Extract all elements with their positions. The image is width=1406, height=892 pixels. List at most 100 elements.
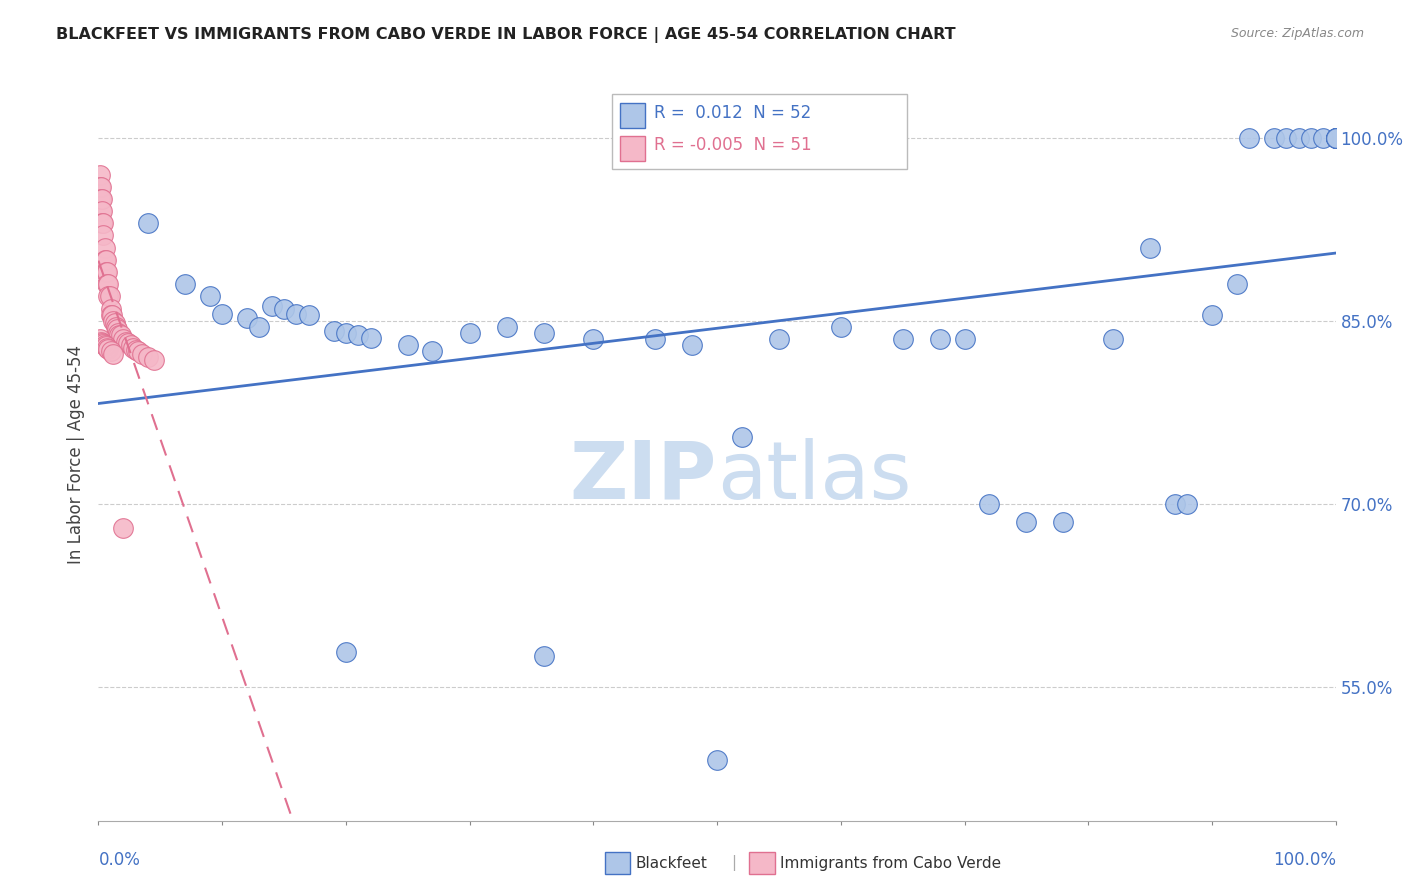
Point (97, 277, 120, 292)
Text: atlas: atlas (717, 438, 911, 516)
Point (1015, 515, 1038, 529)
Point (396, 338, 419, 352)
Point (112, 332, 135, 346)
Text: BLACKFEET VS IMMIGRANTS FROM CABO VERDE IN LABOR FORCE | AGE 45-54 CORRELATION C: BLACKFEET VS IMMIGRANTS FROM CABO VERDE … (56, 27, 956, 43)
Point (458, 326, 481, 340)
Point (681, 338, 703, 352)
Point (90, 204, 112, 219)
Point (94, 339, 117, 353)
Point (90, 179, 112, 194)
Text: 0.0%: 0.0% (98, 851, 141, 869)
Point (1324, 131, 1347, 145)
Point (360, 331, 382, 345)
Point (114, 334, 136, 349)
Point (830, 320, 852, 334)
Point (120, 338, 142, 352)
Text: ZIP: ZIP (569, 438, 717, 516)
Point (93, 228, 115, 243)
Point (1201, 308, 1223, 322)
Point (1324, 131, 1347, 145)
Point (93, 241, 115, 255)
Point (101, 308, 124, 322)
Point (96, 277, 118, 292)
Point (1275, 131, 1298, 145)
Point (107, 326, 129, 340)
Point (96, 341, 118, 355)
Point (236, 311, 259, 326)
Point (953, 332, 976, 346)
Point (322, 324, 344, 338)
Point (90, 192, 112, 206)
Point (979, 497, 1001, 511)
Text: R = -0.005  N = 51: R = -0.005 N = 51 (654, 136, 811, 154)
Point (1324, 131, 1347, 145)
Point (928, 332, 950, 346)
Point (97, 342, 120, 356)
Point (136, 216, 159, 230)
Point (1102, 332, 1125, 346)
Point (98, 289, 121, 303)
Point (93, 216, 115, 230)
Point (93, 338, 115, 352)
Point (122, 341, 145, 355)
Point (1263, 131, 1285, 145)
Point (105, 322, 128, 336)
Point (108, 328, 131, 343)
Point (1324, 131, 1347, 145)
Point (96, 265, 118, 279)
Point (422, 344, 444, 359)
Text: R =  0.012  N = 52: R = 0.012 N = 52 (654, 104, 811, 122)
Point (124, 343, 146, 357)
Point (298, 308, 321, 322)
Point (112, 521, 135, 535)
Point (100, 344, 122, 359)
Point (211, 306, 233, 320)
Point (768, 332, 790, 346)
Point (110, 328, 132, 343)
Point (103, 316, 125, 330)
Point (285, 306, 308, 320)
Point (247, 320, 270, 334)
Point (1324, 131, 1347, 145)
Text: Blackfeet: Blackfeet (636, 856, 707, 871)
Point (91, 335, 114, 350)
Point (1288, 131, 1310, 145)
Point (174, 277, 197, 292)
Point (644, 332, 666, 346)
Y-axis label: In Labor Force | Age 45-54: In Labor Force | Age 45-54 (66, 345, 84, 565)
Point (731, 430, 754, 444)
Point (1237, 131, 1260, 145)
Point (127, 344, 149, 359)
Point (1324, 131, 1347, 145)
Point (91, 204, 114, 219)
Point (260, 299, 283, 313)
Point (533, 649, 555, 664)
Point (1299, 131, 1322, 145)
Point (273, 301, 295, 316)
Point (706, 753, 728, 767)
Point (1226, 277, 1249, 292)
Point (93, 337, 115, 351)
Point (495, 320, 517, 334)
Point (90, 334, 112, 349)
Point (94, 252, 117, 267)
Point (1139, 241, 1161, 255)
Point (94, 265, 117, 279)
Point (89, 332, 111, 346)
Point (1164, 497, 1187, 511)
Point (335, 645, 357, 659)
Point (93, 252, 115, 267)
Point (117, 335, 139, 350)
Point (1312, 131, 1334, 145)
Text: 100.0%: 100.0% (1272, 851, 1336, 869)
Point (136, 351, 159, 365)
Point (100, 301, 122, 316)
Text: Immigrants from Cabo Verde: Immigrants from Cabo Verde (780, 856, 1001, 871)
Point (582, 332, 605, 346)
Point (347, 328, 370, 343)
Point (335, 326, 357, 340)
Point (91, 216, 114, 230)
Point (1175, 497, 1198, 511)
Point (104, 320, 127, 334)
Text: Source: ZipAtlas.com: Source: ZipAtlas.com (1230, 27, 1364, 40)
